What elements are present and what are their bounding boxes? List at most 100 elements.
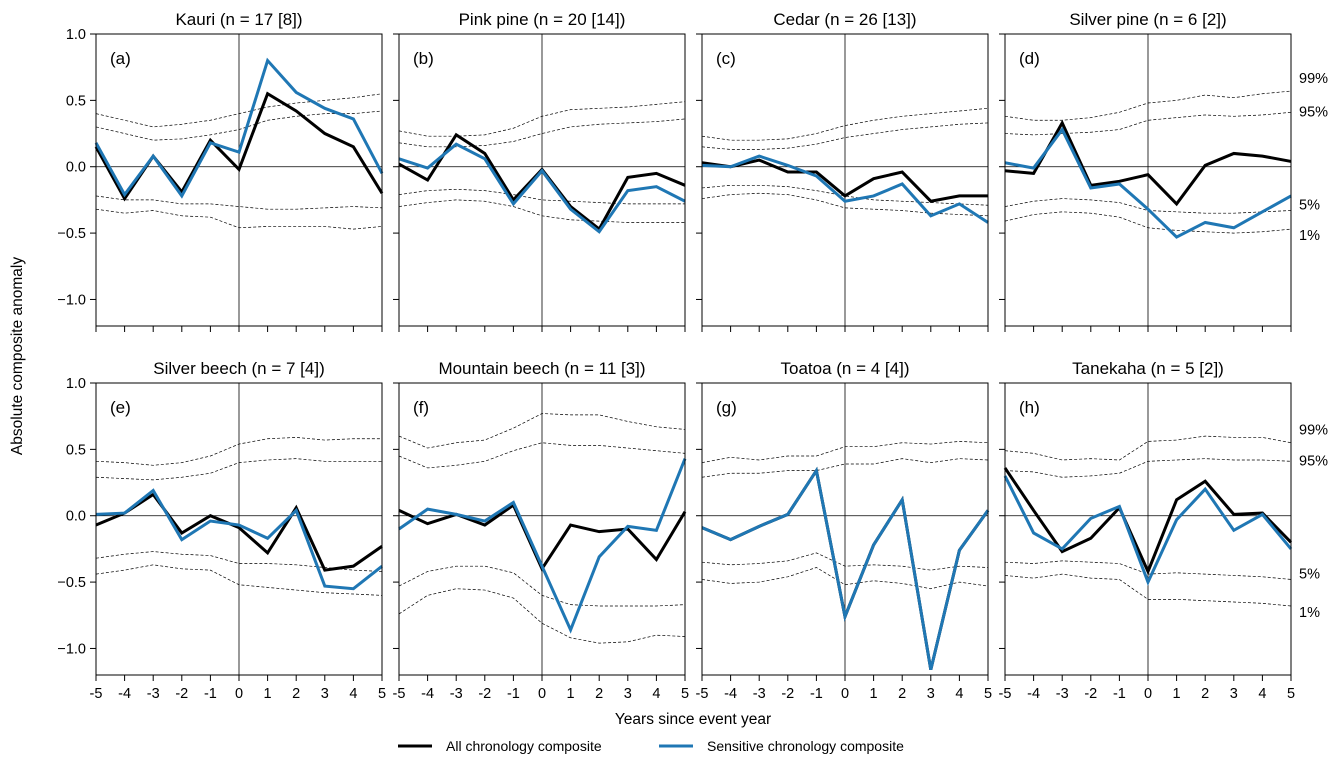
- series-line-sensitive: [94, 57, 384, 199]
- panel-title: Tanekaha (n = 5 [2]): [1072, 359, 1224, 378]
- panel-8: Tanekaha (n = 5 [2]) (h) -5 -4 -3 -2 -1 0 1 2 3 4 5 9…: [999, 359, 1329, 702]
- threshold-line-2: [701, 122, 989, 150]
- x-tick-label: 4: [652, 686, 660, 702]
- threshold-line-1: [701, 441, 989, 463]
- y-axis-label: Absolute composite anomaly: [9, 257, 26, 455]
- series-line-all: [701, 158, 988, 203]
- x-tick-label: 4: [349, 686, 357, 702]
- x-tick-label: 1: [1173, 686, 1181, 702]
- y-tick-label: −1.0: [57, 641, 86, 657]
- y-tick-label: −1.0: [57, 292, 86, 308]
- panel-label: (e): [110, 398, 131, 417]
- panel-title: Toatoa (n = 4 [4]): [781, 359, 910, 378]
- threshold-line-4: [701, 192, 989, 217]
- threshold-line-4: [1004, 573, 1292, 607]
- series-line-sensitive: [701, 154, 989, 224]
- threshold-line-2: [95, 458, 382, 481]
- legend-label-all: All chronology composite: [446, 738, 602, 754]
- y-tick-label: 0.5: [66, 93, 86, 109]
- panel-label: (c): [716, 49, 736, 68]
- x-tick-label: -5: [999, 686, 1012, 702]
- panel-1: Kauri (n = 17 [8]) (a) −1.0 −0.5 0.0 0.5 1.0: [57, 10, 384, 332]
- threshold-line-1: [398, 101, 686, 137]
- threshold-line-2: [1004, 111, 1292, 136]
- threshold-line-2: [701, 458, 989, 478]
- percentile-label: 99%: [1299, 71, 1328, 87]
- threshold-line-4: [1004, 211, 1292, 234]
- y-tick-label: 0.0: [66, 509, 86, 525]
- x-tick-label: -5: [393, 686, 406, 702]
- y-tick-label: 1.0: [66, 376, 86, 392]
- x-tick-label: 5: [984, 686, 992, 702]
- x-tick-label: 3: [1230, 686, 1238, 702]
- x-tick-label: -1: [810, 686, 823, 702]
- percentile-label: 1%: [1299, 605, 1320, 621]
- y-tick-label: 1.0: [66, 27, 86, 43]
- panel-label: (g): [716, 398, 737, 417]
- panel-label: (h): [1019, 398, 1040, 417]
- legend: All chronology composite Sensitive chron…: [398, 738, 904, 754]
- x-tick-label: 5: [378, 686, 386, 702]
- series-line-sensitive: [398, 142, 686, 234]
- x-tick-label: -4: [118, 686, 131, 702]
- x-tick-label: 3: [321, 686, 329, 702]
- percentile-label: 95%: [1299, 104, 1328, 120]
- x-tick-label: -5: [696, 686, 709, 702]
- x-tick-label: 2: [898, 686, 906, 702]
- x-tick-label: -4: [421, 686, 434, 702]
- x-axis-label: Years since event year: [615, 711, 771, 728]
- series-line-all: [1004, 119, 1292, 207]
- x-tick-label: -2: [1084, 686, 1097, 702]
- threshold-line-4: [398, 199, 685, 223]
- panel-5: Silver beech (n = 7 [4]) (e) -5 -4 -3 -2 -1 0 1 2…: [57, 359, 386, 702]
- series-line-all: [95, 492, 383, 572]
- threshold-line-4: [95, 208, 383, 230]
- x-tick-label: -3: [753, 686, 766, 702]
- threshold-line-3: [1004, 198, 1292, 214]
- percentile-label: 95%: [1299, 453, 1328, 469]
- x-tick-label: -3: [147, 686, 160, 702]
- y-tick-label: 0.5: [66, 442, 86, 458]
- x-tick-label: -2: [781, 686, 794, 702]
- x-tick-label: -1: [204, 686, 217, 702]
- x-tick-label: -5: [90, 686, 103, 702]
- x-tick-label: 1: [264, 686, 272, 702]
- threshold-line-1: [398, 413, 686, 449]
- x-tick-label: 1: [567, 686, 575, 702]
- x-tick-label: -1: [1113, 686, 1126, 702]
- x-tick-label: 2: [292, 686, 300, 702]
- threshold-line-3: [398, 188, 685, 205]
- percentile-label: 1%: [1299, 228, 1320, 244]
- panel-title: Pink pine (n = 20 [14]): [459, 10, 626, 29]
- series-line-sensitive: [1003, 475, 1293, 586]
- y-tick-label: 0.0: [66, 160, 86, 176]
- series-line-sensitive: [95, 488, 383, 591]
- series-line-sensitive: [398, 458, 687, 634]
- x-tick-label: 1: [870, 686, 878, 702]
- percentile-label: 5%: [1299, 198, 1320, 214]
- threshold-line-1: [95, 437, 382, 466]
- panel-2: Pink pine (n = 20 [14]) (b): [393, 10, 686, 332]
- x-tick-label: 3: [927, 686, 935, 702]
- threshold-line-3: [398, 565, 686, 607]
- threshold-line-4: [701, 567, 989, 590]
- x-tick-label: 4: [1258, 686, 1266, 702]
- y-tick-label: −0.5: [57, 226, 86, 242]
- percentile-label: 5%: [1299, 566, 1320, 582]
- panel-title: Silver beech (n = 7 [4]): [153, 359, 325, 378]
- panel-label: (f): [413, 398, 429, 417]
- threshold-line-2: [95, 110, 383, 141]
- x-tick-label: 0: [841, 686, 849, 702]
- threshold-line-3: [701, 552, 989, 571]
- x-tick-label: -3: [1056, 686, 1069, 702]
- panel-title: Silver pine (n = 6 [2]): [1069, 10, 1226, 29]
- y-tick-label: −0.5: [57, 575, 86, 591]
- x-tick-label: -2: [175, 686, 188, 702]
- series-line-sensitive: [701, 466, 990, 671]
- panel-label: (a): [110, 49, 131, 68]
- x-tick-label: 5: [681, 686, 689, 702]
- threshold-line-4: [95, 564, 383, 596]
- x-tick-label: 0: [1144, 686, 1152, 702]
- threshold-line-2: [1004, 458, 1292, 478]
